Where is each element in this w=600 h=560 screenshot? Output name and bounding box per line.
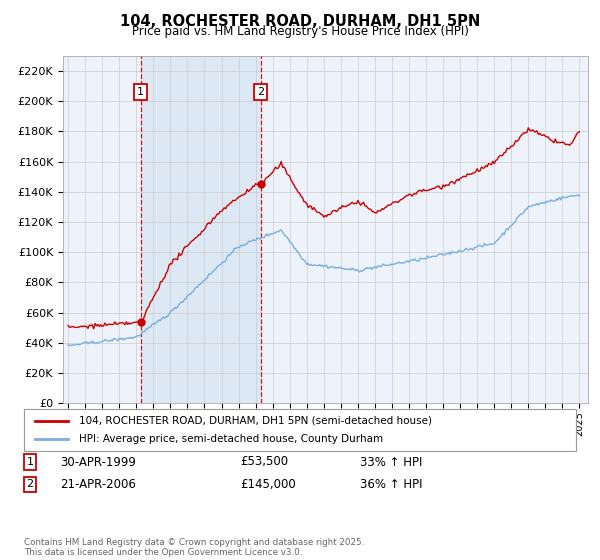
- Text: 30-APR-1999: 30-APR-1999: [60, 455, 136, 469]
- Text: £145,000: £145,000: [240, 478, 296, 491]
- Bar: [140, 56, 261, 403]
- Text: 1: 1: [137, 87, 144, 97]
- Text: £53,500: £53,500: [240, 455, 288, 469]
- Text: 21-APR-2006: 21-APR-2006: [60, 478, 136, 491]
- Text: 33% ↑ HPI: 33% ↑ HPI: [360, 455, 422, 469]
- Text: HPI: Average price, semi-detached house, County Durham: HPI: Average price, semi-detached house,…: [79, 434, 383, 444]
- FancyBboxPatch shape: [24, 409, 576, 451]
- Text: Contains HM Land Registry data © Crown copyright and database right 2025.
This d: Contains HM Land Registry data © Crown c…: [24, 538, 364, 557]
- Text: 1: 1: [26, 457, 34, 467]
- Text: 104, ROCHESTER ROAD, DURHAM, DH1 5PN (semi-detached house): 104, ROCHESTER ROAD, DURHAM, DH1 5PN (se…: [79, 416, 432, 426]
- Text: 2: 2: [26, 479, 34, 489]
- Text: Price paid vs. HM Land Registry's House Price Index (HPI): Price paid vs. HM Land Registry's House …: [131, 25, 469, 38]
- Text: 36% ↑ HPI: 36% ↑ HPI: [360, 478, 422, 491]
- Text: 2: 2: [257, 87, 264, 97]
- Text: 104, ROCHESTER ROAD, DURHAM, DH1 5PN: 104, ROCHESTER ROAD, DURHAM, DH1 5PN: [120, 14, 480, 29]
